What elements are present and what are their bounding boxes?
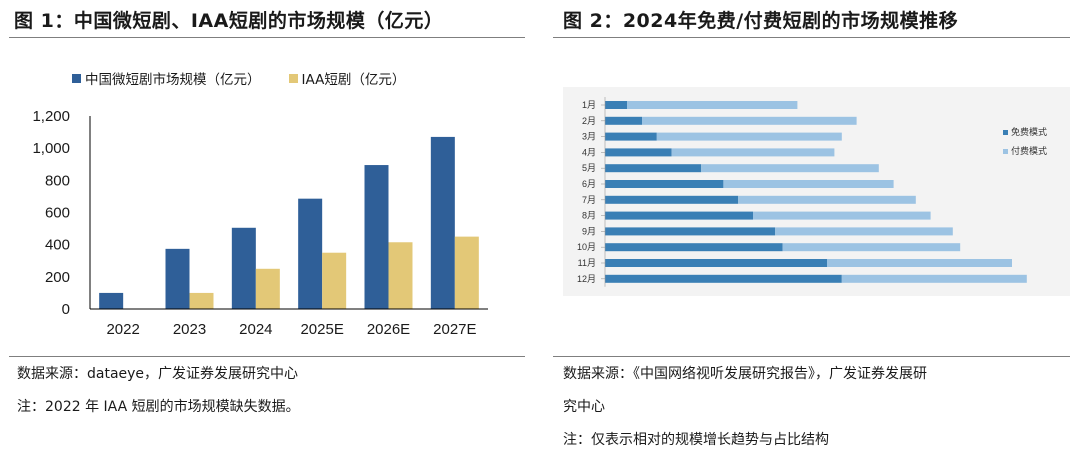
- figure1-source-rule: [9, 356, 525, 357]
- x-tick-label: 2025E: [300, 321, 343, 338]
- bar-micro-drama: [430, 136, 455, 309]
- x-tick-label: 2022: [106, 321, 139, 338]
- bar-micro-drama: [231, 227, 256, 309]
- x-tick-label: 2026E: [367, 321, 410, 338]
- bar-iaa: [255, 268, 280, 309]
- bar-micro-drama: [99, 292, 124, 309]
- legend-paid-swatch: [1003, 149, 1008, 154]
- bar-free-mode: [605, 148, 672, 157]
- bar-micro-drama: [364, 165, 389, 309]
- bar-paid-mode: [738, 195, 916, 204]
- y-tick-label: 7月: [582, 195, 596, 205]
- bar-paid-mode: [642, 116, 857, 125]
- bar-free-mode: [605, 227, 776, 236]
- bar-paid-mode: [782, 243, 961, 252]
- x-tick-label: 2027E: [433, 321, 476, 338]
- y-tick-label: 8月: [582, 211, 596, 221]
- figure1-title: 图 1：中国微短剧、IAA短剧的市场规模（亿元）: [14, 10, 444, 32]
- bar-free-mode: [605, 116, 642, 125]
- y-tick-label: 600: [45, 205, 70, 222]
- figure2-title: 图 2：2024年免费/付费短剧的市场规模推移: [563, 10, 959, 32]
- legend-item-micro-drama: 中国微短剧市场规模（亿元）: [72, 68, 261, 88]
- y-tick-label: 800: [45, 172, 70, 189]
- figure2-source-line2: 究中心: [563, 399, 605, 415]
- bar-paid-mode: [775, 227, 953, 236]
- bar-paid-mode: [841, 274, 1027, 283]
- figure1-source: 数据来源：dataeye，广发证券发展研究中心: [17, 366, 299, 382]
- figure2-source-line1: 数据来源：《中国网络视听发展研究报告》，广发证券发展研: [563, 366, 927, 382]
- figure1-title-rule: [9, 37, 525, 38]
- bar-free-mode: [605, 259, 827, 267]
- bar-iaa: [388, 242, 413, 309]
- figure1-bar-chart: 0 200 400 600 800 1,000 1,200 2022 2023 2024 2025E…: [32, 108, 488, 338]
- y-tick-label: 400: [45, 237, 70, 254]
- bar-free-mode: [605, 243, 783, 252]
- x-tick-label: 2023: [173, 321, 206, 338]
- bar-free-mode: [605, 274, 842, 283]
- bar-iaa: [189, 292, 214, 309]
- y-tick-label: 0: [62, 301, 70, 318]
- y-tick-label: 1,200: [32, 108, 70, 125]
- bar-paid-mode: [723, 180, 894, 188]
- bar-paid-mode: [753, 211, 931, 220]
- y-tick-label: 1,000: [32, 140, 70, 157]
- legend-paid-label: 付费模式: [1011, 145, 1047, 157]
- legend-label-micro-drama: 中国微短剧市场规模（亿元）: [85, 72, 261, 88]
- y-tick-label: 1月: [582, 100, 596, 110]
- figure2-source-rule: [553, 356, 1070, 357]
- bar-free-mode: [605, 211, 753, 220]
- legend-free-swatch: [1003, 130, 1008, 135]
- legend-item-iaa: IAA短剧（亿元）: [288, 68, 406, 88]
- x-tick-label: 2024: [239, 321, 272, 338]
- figure1-legend: 中国微短剧市场规模（亿元） IAA短剧（亿元）: [72, 68, 433, 88]
- bar-free-mode: [605, 195, 739, 204]
- bar-iaa: [322, 252, 347, 309]
- legend-swatch-iaa: [288, 73, 298, 83]
- bar-paid-mode: [656, 132, 842, 141]
- bar-micro-drama: [165, 248, 190, 309]
- y-tick-label: 11月: [578, 258, 596, 268]
- y-tick-label: 6月: [582, 179, 596, 189]
- bar-paid-mode: [671, 148, 835, 157]
- bar-free-mode: [605, 164, 702, 173]
- bar-paid-mode: [627, 101, 798, 109]
- y-tick-label: 4月: [582, 147, 596, 157]
- figure2-note: 注：仅表示相对的规模增长趋势与占比结构: [563, 432, 829, 448]
- legend-free-label: 免费模式: [1011, 126, 1047, 138]
- figure1-note: 注：2022 年 IAA 短剧的市场规模缺失数据。: [17, 399, 300, 415]
- y-tick-label: 2月: [582, 116, 596, 126]
- y-tick-label: 10月: [577, 242, 596, 252]
- bar-free-mode: [605, 132, 657, 141]
- y-tick-label: 9月: [582, 226, 596, 236]
- bar-free-mode: [605, 101, 628, 109]
- figure2-chart-panel: 1月 2月 3月 4月 5月 6月 7月 8月 9月 10月 11月 12月 免费模式付费模式: [563, 87, 1070, 296]
- bar-micro-drama: [298, 198, 323, 309]
- figure2-title-rule: [553, 37, 1070, 38]
- bar-paid-mode: [827, 259, 1012, 267]
- y-tick-label: 12月: [577, 274, 596, 284]
- y-tick-label: 5月: [582, 163, 596, 173]
- y-tick-label: 200: [45, 269, 70, 286]
- bar-iaa: [454, 236, 479, 309]
- bar-free-mode: [605, 180, 724, 188]
- y-tick-label: 3月: [582, 132, 596, 142]
- legend-swatch-micro-drama: [72, 73, 81, 83]
- bar-paid-mode: [701, 164, 879, 173]
- legend-label-iaa: IAA短剧（亿元）: [301, 72, 406, 88]
